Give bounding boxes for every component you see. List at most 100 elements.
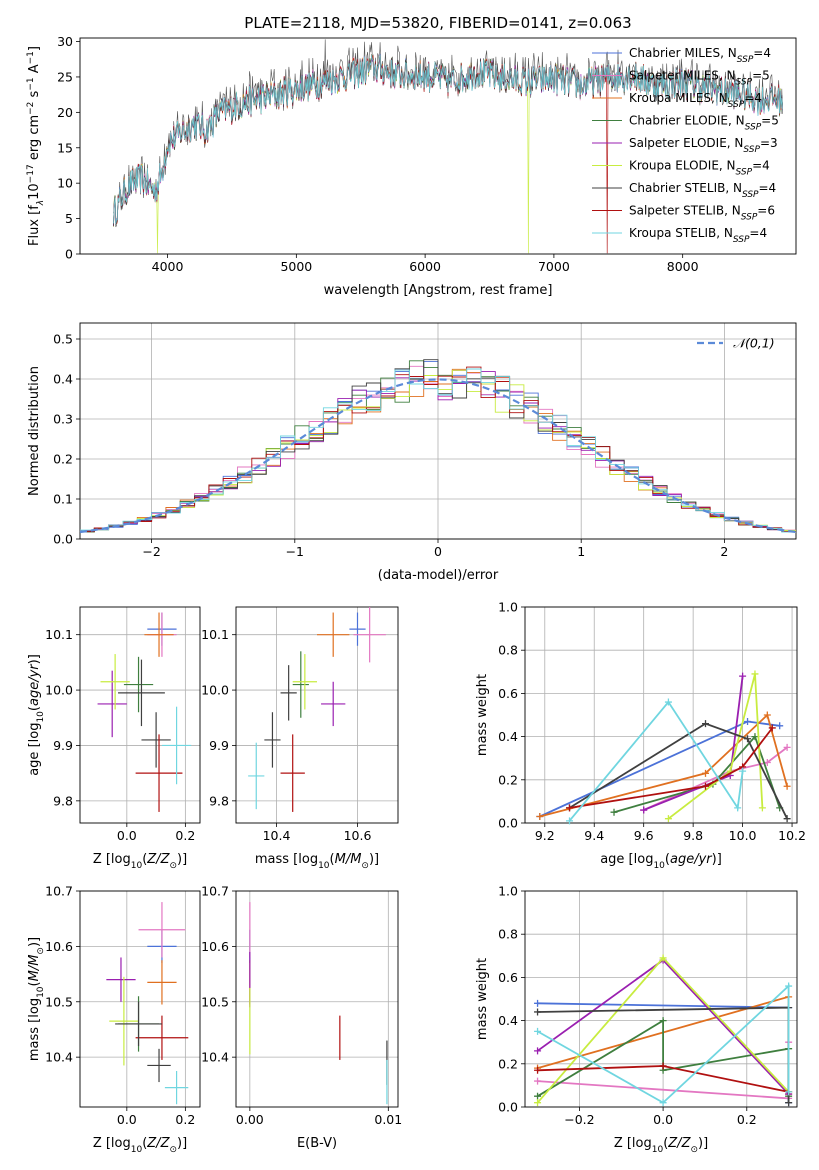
y-axis-label: mass weight	[475, 674, 490, 756]
y-tick-label: 10.5	[201, 994, 229, 1009]
data-point-marker	[566, 817, 574, 825]
x-tick-label: 10.2	[778, 828, 806, 843]
mass-weight-vs-age-axes: 9.2 9.4 9.6 9.8 10.0 10.2 0.0 0.2 0.4 0.6 0.8 1.0 ag…	[475, 600, 806, 872]
y-tick-label: 10.7	[45, 884, 73, 899]
axes-frame	[235, 890, 399, 1108]
x-tick-label: 2	[720, 544, 728, 559]
mass-weight-vs-Z-axes: −0.2 0.0 0.2 0.0 0.2 0.4 0.6 0.8 1.0 Z [log10(Z/Z…	[475, 884, 798, 1155]
y-axis-label: mass weight	[475, 958, 490, 1040]
x-tick-label: 0.2	[175, 828, 195, 843]
y-axis-label: Flux [fλ10−17 erg cm−2 s−1 A−1]	[26, 46, 46, 246]
y-tick-label: 0.4	[53, 372, 73, 387]
y-tick-label: 1.0	[498, 600, 518, 615]
y-tick-label: 10.7	[201, 884, 229, 899]
series-line	[569, 722, 788, 820]
data-point-marker	[702, 782, 710, 790]
y-tick-label: 0.0	[498, 816, 518, 831]
x-tick-label: 0.01	[374, 1112, 402, 1127]
data-point-marker	[659, 1099, 667, 1107]
data-point-marker	[659, 954, 667, 962]
data-point-marker	[536, 813, 544, 821]
legend-entry: 𝒩(0,1)	[733, 336, 775, 351]
x-axis-label: Z [log10(Z/Z⊙)]	[93, 1136, 187, 1155]
data-point-marker	[744, 735, 752, 743]
series-line	[667, 673, 764, 820]
data-point-marker	[763, 759, 771, 767]
y-tick-label: 30	[57, 34, 73, 49]
y-tick-label: 25	[57, 69, 73, 84]
y-tick-label: 5	[65, 211, 73, 226]
x-tick-label: 5000	[280, 259, 312, 274]
data-point-marker	[659, 1062, 667, 1070]
x-tick-label: −2	[142, 544, 160, 559]
x-tick-label: 9.2	[535, 828, 555, 843]
y-axis-label: age [log10(age/yr)]	[27, 654, 46, 776]
y-tick-label: 9.9	[53, 738, 73, 753]
data-point-marker	[785, 1099, 793, 1107]
y-tick-label: 0.4	[498, 1013, 518, 1028]
data-point-marker	[768, 724, 776, 732]
data-point-marker	[640, 806, 648, 814]
y-tick-label: 0.8	[498, 927, 518, 942]
y-tick-label: 10.1	[45, 627, 73, 642]
y-tick-label: 10.0	[45, 683, 73, 698]
data-point-marker	[758, 804, 766, 812]
y-axis-label: Normed distribution	[27, 366, 42, 496]
y-tick-label: 20	[57, 105, 73, 120]
y-tick-label: 0.6	[498, 970, 518, 985]
legend-entry: Chabrier MILES, NSSP=4	[629, 46, 771, 65]
x-tick-label: 4000	[152, 259, 184, 274]
y-tick-label: 9.9	[209, 738, 229, 753]
y-tick-label: 0.0	[498, 1100, 518, 1115]
x-tick-label: 0	[434, 544, 442, 559]
y-tick-label: 0.2	[498, 1056, 518, 1071]
legend-entry: Kroupa ELODIE, NSSP=4	[629, 159, 770, 178]
mass-vs-ebv-axes: 0.00 0.01 10.4 10.5 10.6 10.7 E(B-V)	[201, 884, 402, 1152]
histogram-kroupa-stelib	[80, 368, 796, 533]
data-point-marker	[744, 717, 752, 725]
y-tick-label: 0.2	[53, 452, 73, 467]
y-tick-label: 0.6	[498, 686, 518, 701]
data-point-marker	[751, 733, 759, 741]
y-tick-label: 0	[65, 247, 73, 262]
axes-frame	[79, 37, 797, 255]
y-tick-label: 0.2	[498, 772, 518, 787]
x-tick-label: 10.0	[729, 828, 757, 843]
residuals-axes: −2 −1 0 1 2 0.0 0.1 0.2 0.3 0.4 0.5 𝒩(0,1) (data-mod…	[27, 322, 797, 583]
y-tick-label: 0.8	[498, 643, 518, 658]
data-point-marker	[763, 711, 771, 719]
data-point-marker	[534, 1047, 542, 1055]
y-tick-label: 0.4	[498, 729, 518, 744]
x-tick-label: 9.8	[683, 828, 703, 843]
legend-entry: Chabrier STELIB, NSSP=4	[629, 181, 776, 200]
legend-entry: Kroupa STELIB, NSSP=4	[629, 226, 767, 245]
x-axis-label: Z [log10(Z/Z⊙)]	[93, 852, 187, 871]
data-point-marker	[534, 1077, 542, 1085]
legend-entry: Salpeter ELODIE, NSSP=3	[629, 136, 778, 155]
data-point-marker	[783, 743, 791, 751]
y-tick-label: 10	[57, 176, 73, 191]
data-point-marker	[776, 722, 784, 730]
data-point-marker	[751, 670, 759, 678]
y-tick-label: 10.6	[201, 939, 229, 954]
data-point-marker	[534, 999, 542, 1007]
axes-frame	[524, 606, 798, 824]
data-point-marker	[739, 767, 747, 775]
data-point-marker	[783, 782, 791, 790]
series-line	[613, 734, 781, 814]
legend-entry: Salpeter MILES, NSSP=5	[629, 69, 770, 88]
y-tick-label: 9.8	[53, 793, 73, 808]
y-axis-label: mass [log10(M/M⊙)]	[27, 937, 46, 1061]
data-point-marker	[534, 1099, 542, 1107]
x-tick-label: −0.2	[564, 1112, 594, 1127]
data-point-marker	[702, 769, 710, 777]
x-tick-label: 1	[577, 544, 585, 559]
data-point-marker	[785, 1088, 793, 1096]
data-point-marker	[702, 720, 710, 728]
y-tick-label: 0.5	[53, 332, 73, 347]
x-axis-label: wavelength [Angstrom, rest frame]	[324, 283, 553, 298]
data-point-marker	[783, 815, 791, 823]
x-axis-label: Z [log10(Z/Z⊙)]	[614, 1136, 708, 1155]
data-point-marker	[659, 1017, 667, 1025]
legend-entry: Salpeter STELIB, NSSP=6	[629, 204, 775, 223]
